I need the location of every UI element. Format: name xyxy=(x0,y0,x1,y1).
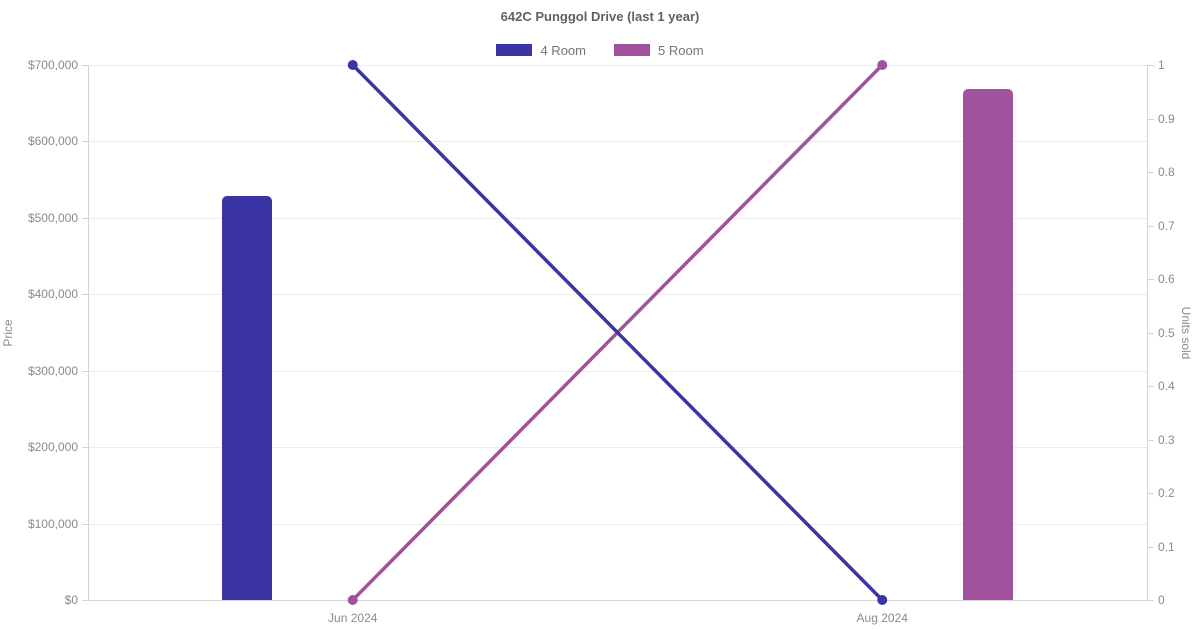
y-right-tick-0-3 xyxy=(1148,439,1154,441)
y-left-tick-label--500-000: $500,000 xyxy=(27,210,78,225)
gridline--100-000 xyxy=(88,523,1147,525)
point-5-room-jun-2024[interactable] xyxy=(347,595,358,605)
y-left-tick-label--0: $0 xyxy=(64,593,78,607)
x-tick-label-aug-2024: Aug 2024 xyxy=(856,611,908,625)
bar-4-room-jun-2024[interactable] xyxy=(221,195,272,600)
y-right-tick-0-5 xyxy=(1148,332,1154,334)
y-right-tick-label-0-4: 0.4 xyxy=(1158,379,1175,393)
point-5-room-aug-2024[interactable] xyxy=(877,60,888,70)
x-tick-label-jun-2024: Jun 2024 xyxy=(328,611,378,625)
y-right-tick-label-0-3: 0.3 xyxy=(1158,432,1175,447)
y-axis-line-left xyxy=(88,65,89,601)
y-right-tick-label-0-2: 0.2 xyxy=(1158,486,1175,500)
legend-label-5-room: 5 Room xyxy=(658,42,704,58)
chart-title: 642C Punggol Drive (last 1 year) xyxy=(500,9,700,24)
y-left-tick--400-000 xyxy=(82,294,88,296)
legend-item-5-room[interactable]: 5 Room xyxy=(614,43,704,58)
x-axis-line xyxy=(88,600,1148,601)
y-left-tick--100-000 xyxy=(82,523,88,525)
y-right-tick-0-6 xyxy=(1148,279,1154,280)
y-left-tick-label--300-000: $300,000 xyxy=(27,363,78,378)
y-right-tick-0-4 xyxy=(1148,386,1154,387)
gridline--200-000 xyxy=(88,447,1147,449)
legend-label-4-room: 4 Room xyxy=(540,42,586,58)
gridline--500-000 xyxy=(88,217,1147,219)
point-4-room-aug-2024[interactable] xyxy=(877,595,888,605)
y-right-tick-label-0-9: 0.9 xyxy=(1158,111,1175,126)
y-right-tick-0-1 xyxy=(1148,546,1154,548)
y-left-tick--600-000 xyxy=(82,141,88,143)
y-left-tick-label--400-000: $400,000 xyxy=(27,287,78,302)
y-right-tick-label-1: 1 xyxy=(1158,58,1165,72)
y-right-tick-label-0: 0 xyxy=(1158,593,1165,607)
y-right-tick-0 xyxy=(1148,600,1154,601)
y-right-tick-label-0-8: 0.8 xyxy=(1158,165,1175,179)
y-axis-title-units-sold: Units sold xyxy=(1179,306,1193,360)
y-left-tick--500-000 xyxy=(82,217,88,219)
lines-layer xyxy=(347,60,888,605)
legend-swatch-4-room xyxy=(496,44,533,56)
y-axis-title-price: Price xyxy=(1,319,15,347)
legend: 4 Room 5 Room xyxy=(0,42,1200,58)
y-left-tick-label--600-000: $600,000 xyxy=(27,134,78,149)
point-4-room-jun-2024[interactable] xyxy=(347,60,358,70)
plot-area xyxy=(88,60,1148,605)
gridline--700-000 xyxy=(88,65,1147,66)
bar-5-room-aug-2024[interactable] xyxy=(963,89,1014,600)
y-left-tick--0 xyxy=(82,600,88,601)
y-right-tick-label-0-6: 0.6 xyxy=(1158,272,1175,286)
y-right-tick-label-0-5: 0.5 xyxy=(1158,325,1175,340)
y-right-tick-1 xyxy=(1148,65,1154,66)
y-right-tick-label-0-1: 0.1 xyxy=(1158,539,1175,554)
y-left-tick--700-000 xyxy=(82,65,88,66)
y-left-tick-label--200-000: $200,000 xyxy=(27,440,78,455)
y-right-tick-label-0-7: 0.7 xyxy=(1158,218,1175,233)
y-left-tick--300-000 xyxy=(82,370,88,372)
legend-item-4-room[interactable]: 4 Room xyxy=(496,43,586,58)
y-right-tick-0-2 xyxy=(1148,493,1154,494)
legend-swatch-5-room xyxy=(614,44,650,56)
line-4-room xyxy=(351,63,884,602)
y-right-tick-0-8 xyxy=(1148,172,1154,173)
y-left-tick-label--700-000: $700,000 xyxy=(27,58,78,72)
y-right-tick-0-7 xyxy=(1148,225,1154,227)
y-axis-line-right xyxy=(1147,65,1148,601)
gridline--400-000 xyxy=(88,294,1147,296)
y-left-tick-label--100-000: $100,000 xyxy=(27,516,78,531)
y-left-tick--200-000 xyxy=(82,447,88,449)
gridline--600-000 xyxy=(88,141,1147,143)
y-right-tick-0-9 xyxy=(1148,118,1154,120)
gridline--300-000 xyxy=(88,370,1147,372)
